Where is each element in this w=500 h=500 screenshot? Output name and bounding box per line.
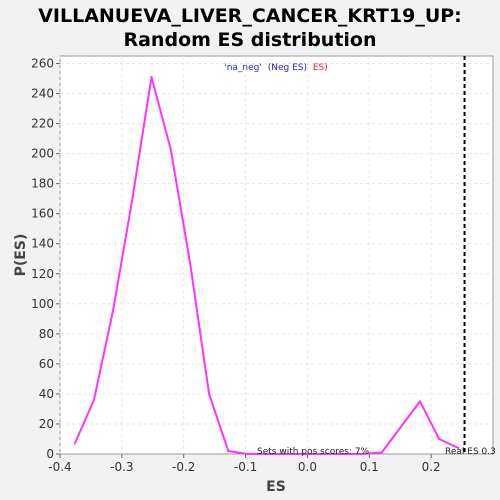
data-point <box>208 392 211 395</box>
x-tick-label: -0.1 <box>234 460 257 474</box>
data-point <box>227 449 230 452</box>
data-point <box>342 453 345 455</box>
legend: 'na_neg' (Neg ES) ES) <box>224 63 328 73</box>
x-axis: -0.4 -0.3 -0.2 -0.1 0.0 0.1 0.2 <box>48 454 441 474</box>
legend-part1: 'na_neg' <box>224 63 262 73</box>
real-es-annotation: Real ES 0.3 <box>445 447 496 457</box>
y-tick-label: 160 <box>31 207 54 221</box>
data-point <box>438 437 441 440</box>
data-point <box>188 260 191 263</box>
chart-title-line2: Random ES distribution <box>123 29 376 51</box>
y-tick-label: 240 <box>31 87 54 101</box>
data-point <box>284 453 287 455</box>
chart-title-line1: VILLANUEVA_LIVER_CANCER_KRT19_UP: <box>38 5 462 27</box>
y-tick-label: 120 <box>31 267 54 281</box>
y-tick-label: 80 <box>39 327 54 341</box>
x-tick-label: -0.4 <box>48 460 71 474</box>
y-tick-label: 40 <box>39 387 54 401</box>
data-point <box>73 442 76 445</box>
x-tick-label: 0.0 <box>298 460 317 474</box>
y-tick-label: 220 <box>31 117 54 131</box>
data-point <box>457 446 460 449</box>
data-point <box>361 453 364 455</box>
x-tick-label: 0.2 <box>422 460 441 474</box>
data-point <box>150 76 153 79</box>
legend-part2: (Neg ES) <box>268 63 307 73</box>
data-point <box>419 400 422 403</box>
pos-scores-annotation: Sets with pos scores: 7% <box>257 447 370 457</box>
data-point <box>112 308 115 311</box>
y-axis: 0 20 40 60 80 100 120 140 160 180 200 220 240 260 <box>31 57 60 461</box>
legend-part3: ES) <box>313 63 328 73</box>
grid <box>59 56 493 454</box>
y-tick-label: 100 <box>31 297 54 311</box>
x-axis-label: ES <box>266 479 286 495</box>
y-tick-label: 260 <box>31 57 54 71</box>
plot-area <box>59 55 494 455</box>
y-tick-label: 20 <box>39 417 54 431</box>
data-point <box>246 453 249 455</box>
data-point <box>265 453 268 455</box>
data-point <box>131 197 134 200</box>
y-tick-label: 200 <box>31 147 54 161</box>
data-point <box>93 398 96 401</box>
x-tick-label: -0.3 <box>110 460 133 474</box>
data-point <box>399 425 402 428</box>
data-point <box>169 148 172 151</box>
data-point <box>380 451 383 454</box>
y-tick-label: 0 <box>46 447 54 461</box>
y-tick-label: 180 <box>31 177 54 191</box>
x-tick-label: 0.1 <box>360 460 379 474</box>
series-group <box>73 56 466 455</box>
x-tick-label: -0.2 <box>172 460 195 474</box>
data-point <box>323 453 326 455</box>
data-point <box>303 453 306 455</box>
y-axis-label: P(ES) <box>13 234 29 277</box>
y-tick-label: 140 <box>31 237 54 251</box>
y-tick-label: 60 <box>39 357 54 371</box>
